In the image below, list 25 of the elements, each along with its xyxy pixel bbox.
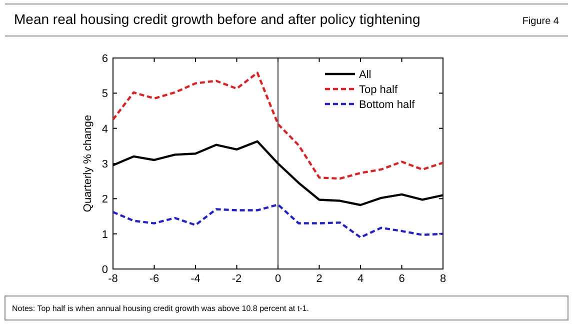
chart-title: Mean real housing credit growth before and after policy tightening	[14, 11, 420, 27]
x-tick-label: -6	[149, 273, 160, 285]
y-tick-label: 4	[102, 123, 108, 136]
line-series	[112, 204, 444, 238]
y-tick-label: 5	[102, 88, 108, 100]
line-series	[112, 72, 444, 180]
y-tick-label: 2	[102, 194, 108, 206]
x-tick-label: 4	[357, 273, 364, 285]
caption: Figure 4	[522, 16, 560, 27]
text: Notes: Top half is when annual housing credit growth was above 10.8 percent at t-1.	[12, 304, 309, 313]
x-tick-label: -4	[190, 273, 200, 285]
legend-label: Top half	[359, 84, 398, 96]
y-tick-label: 6	[102, 53, 108, 65]
x-tick-label: 0	[274, 273, 282, 285]
legend-label: All	[359, 69, 372, 81]
y-tick-label: 1	[102, 228, 108, 241]
y-tick-label: 3	[102, 158, 108, 170]
x-tick-label: 8	[440, 273, 446, 285]
x-tick-label: 2	[316, 273, 322, 285]
x-tick-label: 6	[398, 273, 405, 285]
x-tick-label: -2	[232, 273, 242, 285]
y-axis-title: Quarterly % change	[82, 114, 94, 212]
x-tick-label: -8	[108, 273, 118, 285]
legend-label: Bottom half	[359, 99, 416, 111]
y-tick-label: 0	[102, 264, 108, 276]
